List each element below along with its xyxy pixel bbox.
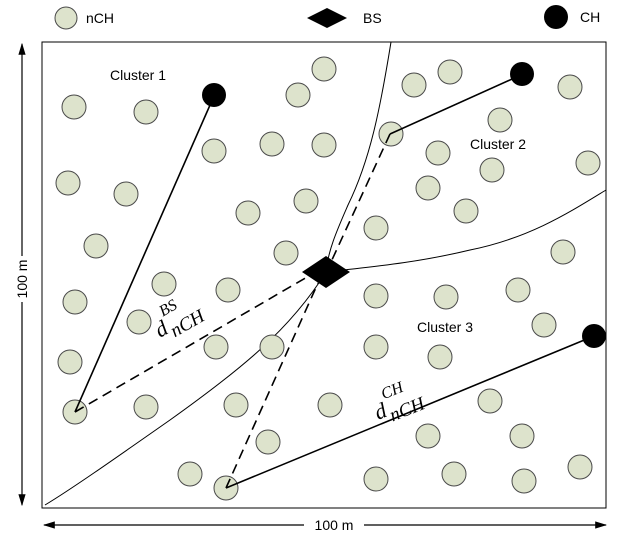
ordinary-node — [363, 215, 389, 241]
legend-base-station-label: BS — [363, 10, 382, 26]
ordinary-node — [487, 107, 513, 133]
ordinary-node — [557, 74, 583, 100]
ordinary-node — [437, 59, 463, 85]
ordinary-node — [427, 344, 453, 370]
ordinary-node — [433, 284, 459, 310]
ordinary-node — [441, 461, 467, 487]
ordinary-node — [317, 392, 343, 418]
ordinary-node — [55, 170, 81, 196]
cluster-label-1: Cluster 1 — [110, 67, 166, 83]
cluster-label-3: Cluster 3 — [417, 319, 473, 335]
ordinary-node — [215, 277, 241, 303]
cluster-head-2 — [510, 62, 534, 86]
ordinary-node — [401, 72, 427, 98]
ordinary-node — [575, 150, 601, 176]
link-node-to-ch2 — [389, 74, 522, 135]
ordinary-node — [285, 82, 311, 108]
ordinary-node — [293, 188, 319, 214]
ordinary-node — [126, 309, 152, 335]
cluster-label-2: Cluster 2 — [470, 136, 526, 152]
ordinary-node — [113, 181, 139, 207]
link-node2-to-bs — [330, 133, 391, 263]
ordinary-node — [235, 200, 261, 226]
link-bottom-node-to-bs — [225, 282, 319, 489]
ordinary-node — [177, 461, 203, 487]
communication-links — [74, 74, 595, 489]
legend-base-station-icon — [307, 8, 347, 28]
ordinary-node — [453, 198, 479, 224]
ordinary-node — [511, 468, 537, 494]
ordinary-node — [531, 312, 557, 338]
cluster-head-3 — [582, 324, 606, 348]
ordinary-node — [83, 233, 109, 259]
ordinary-node — [425, 140, 451, 166]
ordinary-node — [363, 283, 389, 309]
link-node-to-ch1 — [74, 95, 215, 413]
legend: nCH BS CH — [54, 5, 600, 30]
legend-ordinary-node-icon — [54, 6, 78, 30]
ordinary-node — [311, 56, 337, 82]
link-node-to-bs — [74, 272, 315, 413]
ordinary-node — [415, 423, 441, 449]
base-station — [302, 256, 350, 288]
ordinary-node — [62, 289, 88, 315]
ordinary-node — [567, 454, 593, 480]
ordinary-node — [363, 466, 389, 492]
ordinary-node — [223, 392, 249, 418]
ordinary-node — [479, 157, 505, 183]
ordinary-node — [363, 334, 389, 360]
ordinary-node — [550, 239, 576, 265]
ordinary-node — [57, 349, 83, 375]
ordinary-node — [505, 277, 531, 303]
ordinary-node — [311, 132, 337, 158]
ordinary-node — [151, 271, 177, 297]
cluster-border-1-3 — [44, 271, 327, 506]
ordinary-node — [509, 423, 535, 449]
ordinary-node — [259, 131, 285, 157]
ordinary-node — [61, 94, 87, 120]
cluster-head-1 — [202, 83, 226, 107]
ordinary-nodes — [55, 56, 601, 501]
ordinary-node — [133, 99, 159, 125]
ordinary-node — [201, 138, 227, 164]
legend-ordinary-node-label: nCH — [86, 10, 114, 26]
width-label: 100 m — [315, 517, 354, 533]
ordinary-node — [477, 388, 503, 414]
height-dimension: 100 m — [8, 42, 36, 507]
distance-label-to-ch: d nCH CH — [371, 378, 430, 426]
ordinary-node — [203, 334, 229, 360]
ordinary-node — [273, 240, 299, 266]
width-dimension: 100 m — [42, 516, 608, 534]
cluster-border-1-2 — [325, 41, 392, 273]
field-boundary — [41, 41, 607, 509]
link-bottom-node-to-ch3 — [225, 335, 595, 489]
ordinary-node — [415, 175, 441, 201]
distance-to-bs-sup: BS — [156, 297, 180, 321]
legend-cluster-head-label: CH — [580, 9, 600, 25]
ordinary-node — [259, 334, 285, 360]
ordinary-node — [255, 429, 281, 455]
cluster-border-2-3 — [325, 189, 607, 273]
legend-cluster-head-icon — [544, 5, 568, 29]
height-label: 100 m — [14, 260, 30, 299]
ordinary-node — [133, 394, 159, 420]
